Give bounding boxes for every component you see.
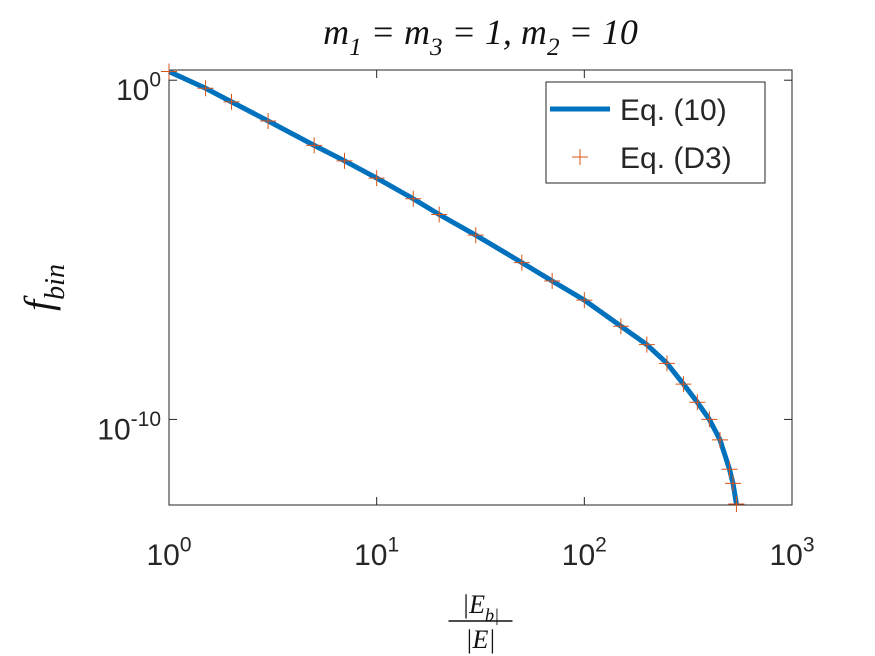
chart-title: m1 = m3 = 1, m2 = 10: [323, 12, 638, 61]
x-axis-numerator: |Eb|: [462, 590, 499, 625]
marker: [576, 292, 593, 309]
legend-swatch: [572, 149, 588, 165]
marker: [689, 394, 706, 411]
x-tick-label: 103: [769, 534, 814, 573]
x-axis-denominator: |E|: [465, 625, 495, 654]
legend-label: Eq. (D3): [620, 142, 732, 175]
x-tick-label: 100: [146, 534, 191, 573]
marker: [161, 63, 177, 80]
marker: [467, 227, 484, 244]
marker: [701, 411, 718, 428]
marker: [721, 461, 738, 478]
marker: [197, 80, 214, 97]
legend-label: Eq. (10): [620, 94, 727, 127]
legend-box: [545, 81, 766, 184]
marker: [368, 170, 385, 187]
marker: [405, 190, 422, 207]
marker: [711, 431, 728, 448]
marker: [638, 336, 655, 353]
marker: [513, 254, 530, 271]
y-axis-label: fbin: [16, 264, 71, 311]
marker: [728, 496, 745, 513]
x-tick-label: 101: [354, 534, 399, 573]
marker: [544, 273, 561, 290]
marker: [223, 93, 240, 110]
x-tick-label: 102: [562, 534, 607, 573]
y-tick-label: 10-10: [97, 408, 161, 447]
marker: [431, 206, 448, 223]
marker: [658, 355, 675, 372]
marker: [260, 112, 277, 129]
marker: [336, 152, 353, 169]
marker: [725, 475, 742, 492]
marker: [306, 137, 323, 154]
marker: [612, 318, 629, 335]
marker: [675, 376, 692, 393]
y-tick-label: 100: [116, 69, 161, 108]
